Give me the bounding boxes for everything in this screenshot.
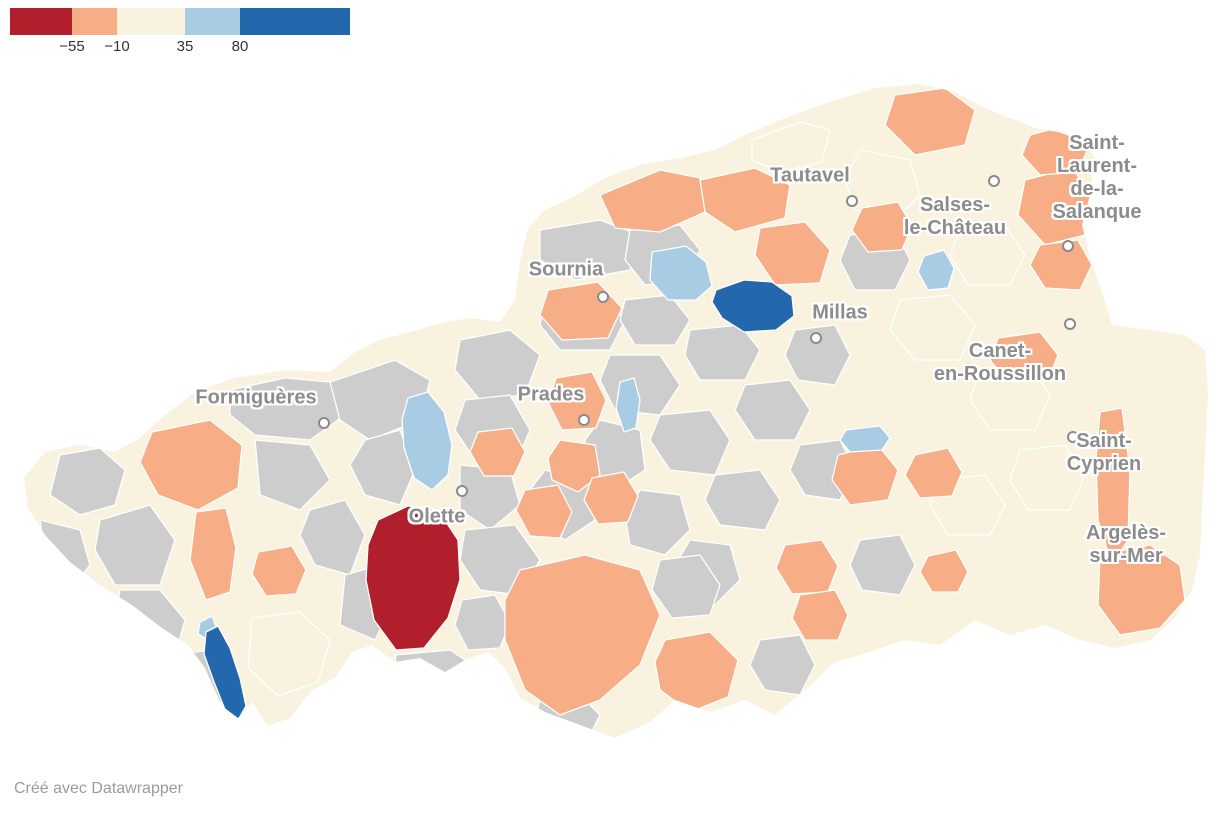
map-region-salmon[interactable] xyxy=(547,439,601,493)
legend-tick: 35 xyxy=(176,38,194,55)
legend-swatch-salmon xyxy=(72,8,117,35)
map-region-cream[interactable] xyxy=(751,121,831,173)
map-region-salmon[interactable] xyxy=(851,201,913,253)
map-region-salmon[interactable] xyxy=(1097,544,1186,636)
map-region-gray[interactable] xyxy=(734,379,811,441)
datawrapper-credit[interactable]: Créé avec Datawrapper xyxy=(14,780,183,797)
city-marker xyxy=(988,175,1000,187)
map-region-salmon[interactable] xyxy=(699,167,791,233)
map-region-gray[interactable] xyxy=(849,534,916,596)
map-region-lightblue[interactable] xyxy=(917,249,955,291)
city-marker xyxy=(456,485,468,497)
city-marker xyxy=(1062,240,1074,252)
map-region-lightblue[interactable] xyxy=(649,245,713,301)
legend-ticks: −55 −10 35 80 xyxy=(10,35,350,57)
map-base xyxy=(24,84,1208,738)
map-region-salmon[interactable] xyxy=(1029,239,1093,291)
city-marker xyxy=(318,417,330,429)
legend-tick: −10 xyxy=(104,38,130,55)
map-region-lightblue[interactable] xyxy=(839,425,891,453)
map-region-salmon[interactable] xyxy=(583,471,639,525)
legend-swatch-lightblue xyxy=(185,8,240,35)
map-region-gray[interactable] xyxy=(651,554,721,619)
map-region-darkblue[interactable] xyxy=(711,279,795,333)
map-region-gray[interactable] xyxy=(394,649,481,716)
map-region-salmon[interactable] xyxy=(754,221,831,286)
map-region-darkblue[interactable] xyxy=(203,625,247,721)
map-region-cream[interactable] xyxy=(889,294,976,361)
map-region-salmon[interactable] xyxy=(654,631,739,713)
map-region-gray[interactable] xyxy=(349,429,416,506)
map-region-salmon[interactable] xyxy=(189,507,237,601)
map-region-salmon[interactable] xyxy=(919,549,969,593)
city-marker xyxy=(1064,318,1076,330)
legend-swatches xyxy=(10,8,350,35)
legend-swatch-red xyxy=(10,8,72,35)
city-marker xyxy=(1067,431,1079,443)
map-region-salmon[interactable] xyxy=(469,427,526,477)
map-region-red[interactable] xyxy=(365,505,461,651)
map-region-gray[interactable] xyxy=(454,329,541,401)
map-region-gray[interactable] xyxy=(784,324,851,386)
map-region-salmon[interactable] xyxy=(989,331,1059,383)
map-region-salmon[interactable] xyxy=(904,447,963,499)
map-region-gray[interactable] xyxy=(539,219,641,281)
map-region-cream[interactable] xyxy=(1009,444,1086,511)
legend-swatch-darkblue xyxy=(240,8,350,35)
map-region-cream[interactable] xyxy=(247,611,331,697)
map-region-cream[interactable] xyxy=(949,224,1026,286)
map-region-salmon[interactable] xyxy=(504,554,661,716)
map-region-gray[interactable] xyxy=(454,594,511,651)
map-region-salmon[interactable] xyxy=(251,545,307,597)
map-region-salmon[interactable] xyxy=(791,589,849,641)
map-region-gray[interactable] xyxy=(254,439,331,511)
map-region-salmon[interactable] xyxy=(547,371,607,431)
legend-tick: −55 xyxy=(59,38,85,55)
legend-swatch-cream xyxy=(117,8,185,35)
city-marker xyxy=(578,414,590,426)
city-marker xyxy=(597,291,609,303)
map-region-salmon[interactable] xyxy=(139,419,243,511)
map-region-gray[interactable] xyxy=(94,504,176,586)
legend-tick: 80 xyxy=(231,38,249,55)
legend: −55 −10 35 80 xyxy=(10,8,350,57)
map-region-lightblue[interactable] xyxy=(615,377,641,433)
map-region-salmon[interactable] xyxy=(515,484,573,539)
city-marker xyxy=(810,332,822,344)
map-region-gray[interactable] xyxy=(704,469,781,531)
city-marker xyxy=(846,195,858,207)
map-region-lightblue[interactable] xyxy=(401,391,453,491)
